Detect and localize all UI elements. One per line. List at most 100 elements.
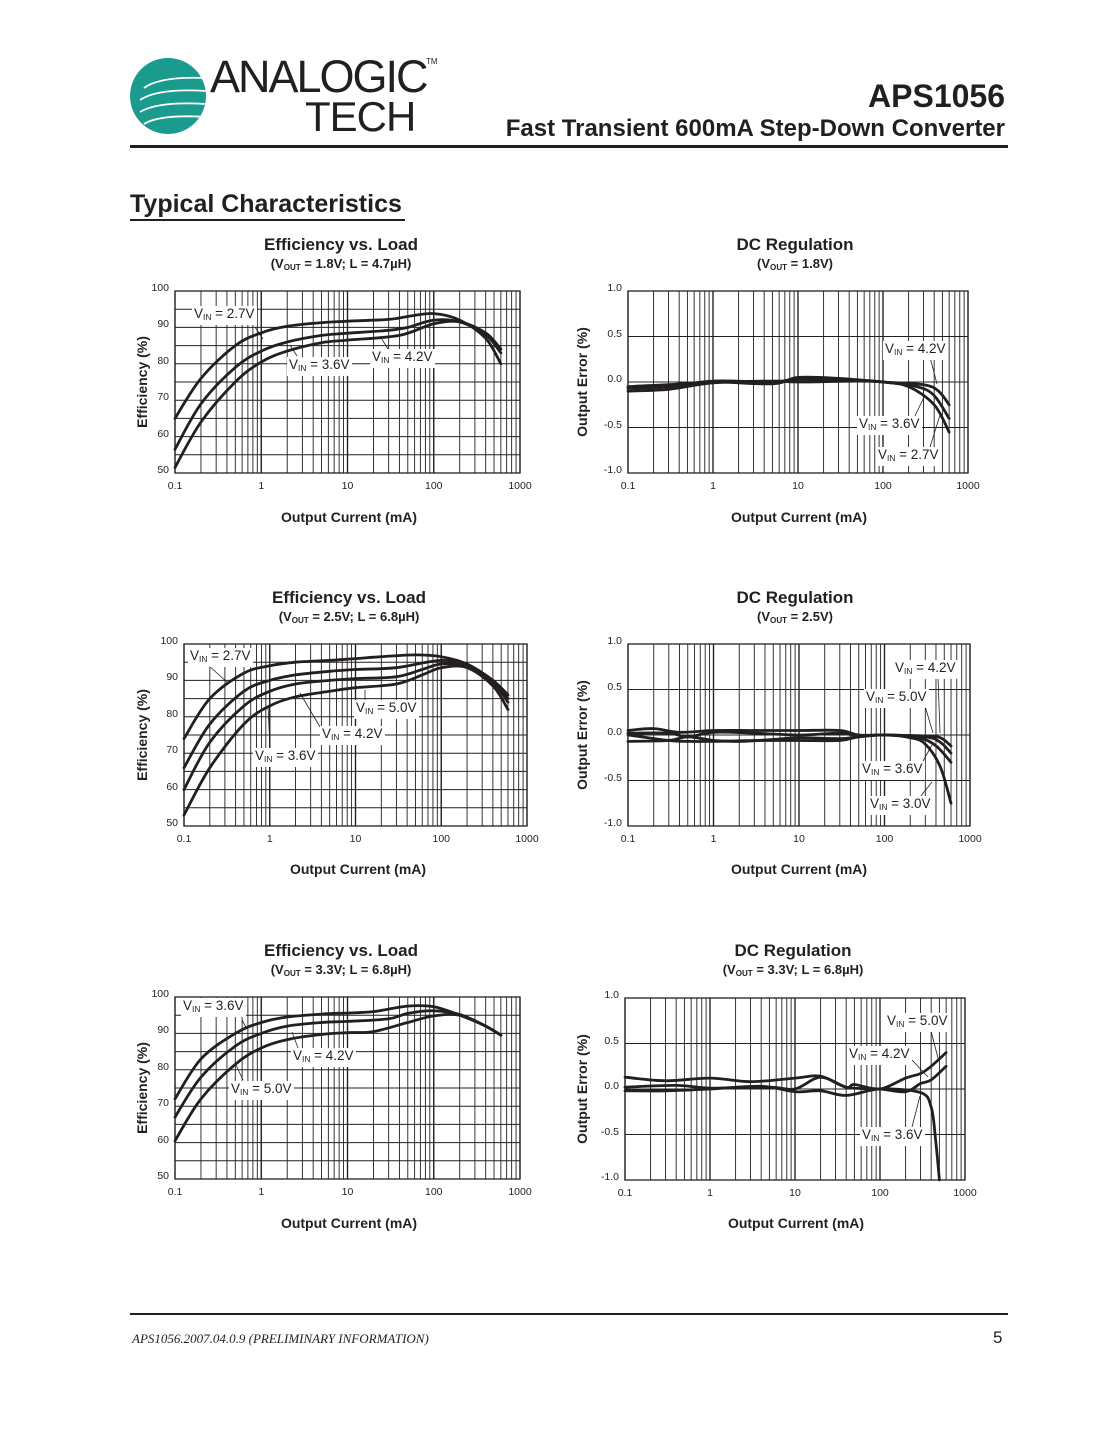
x-tick-label: 10 bbox=[792, 480, 804, 492]
y-tick-label: 70 bbox=[166, 744, 178, 757]
x-tick-label: 0.1 bbox=[167, 1186, 183, 1198]
series-label-sub: IN bbox=[875, 695, 884, 706]
y-tick-label: -0.5 bbox=[603, 771, 622, 784]
series-label-sub: IN bbox=[298, 363, 307, 374]
series-label-sub: IN bbox=[302, 1054, 311, 1065]
plot-border bbox=[174, 996, 521, 1180]
x-axis-label: Output Current (mA) bbox=[730, 861, 868, 877]
series-label-v: V bbox=[194, 306, 204, 321]
series-label-v: V bbox=[885, 341, 895, 356]
plot-border bbox=[624, 997, 966, 1181]
series-label: VIN = 2.7V bbox=[876, 447, 941, 467]
series-label-value: = 4.2V bbox=[310, 1048, 354, 1063]
y-tick-label: 100 bbox=[151, 282, 169, 294]
chart-title: Efficiency vs. Load bbox=[264, 235, 418, 254]
series-label-sub: IN bbox=[331, 732, 340, 743]
x-axis-label: Output Current (mA) bbox=[727, 1215, 865, 1231]
x-tick-label: 1 bbox=[266, 833, 273, 845]
leader-line bbox=[937, 675, 941, 734]
series-label-v: V bbox=[870, 796, 880, 811]
series-label: VIN = 4.2V bbox=[883, 341, 948, 361]
series-label-value: = 3.6V bbox=[200, 998, 244, 1013]
series-label: VIN = 4.2V bbox=[291, 1048, 356, 1068]
subtitle-sub: OUT bbox=[283, 969, 301, 978]
y-tick-label: 0.5 bbox=[607, 680, 622, 693]
series-label: VIN = 4.2V bbox=[370, 349, 435, 369]
x-tick-label: 0.1 bbox=[620, 480, 636, 492]
series-label-value: = 3.6V bbox=[879, 761, 923, 776]
y-tick-label: 1.0 bbox=[604, 989, 619, 1001]
series-label-value: = 3.6V bbox=[306, 357, 350, 372]
subtitle-post: = 2.5V; L = 6.8µH) bbox=[308, 609, 420, 624]
chart-title: Efficiency vs. Load bbox=[264, 941, 418, 960]
series-label: VIN = 4.2V bbox=[320, 726, 385, 746]
x-tick-label: 1000 bbox=[958, 833, 982, 845]
series-label-sub: IN bbox=[896, 1019, 905, 1030]
x-axis-label: Output Current (mA) bbox=[280, 1215, 418, 1231]
series-label-v: V bbox=[878, 447, 888, 462]
x-tick-label: 1000 bbox=[508, 480, 532, 492]
leader-line bbox=[267, 705, 271, 749]
series-label: VIN = 3.6V bbox=[860, 761, 925, 781]
x-tick-label: 0.1 bbox=[620, 833, 636, 845]
series-label: VIN = 3.0V bbox=[868, 796, 933, 816]
series-label-v: V bbox=[289, 357, 299, 372]
series-label: VIN = 3.6V bbox=[860, 1127, 925, 1147]
chart-subtitle: (VOUT = 1.8V) bbox=[757, 256, 833, 272]
y-tick-label: 0.5 bbox=[607, 327, 622, 340]
series-label-sub: IN bbox=[868, 422, 877, 433]
series-label-v: V bbox=[255, 748, 265, 763]
y-tick-label: 100 bbox=[151, 988, 169, 1000]
chart-subtitle: (VOUT = 2.5V) bbox=[757, 609, 833, 625]
leader-line bbox=[929, 414, 941, 448]
leader-line bbox=[930, 1030, 939, 1059]
y-tick-label: 80 bbox=[157, 1060, 169, 1073]
y-tick-label: -0.5 bbox=[600, 1125, 619, 1138]
leader-line bbox=[234, 1062, 244, 1081]
series-label: VIN = 5.0V bbox=[864, 689, 929, 709]
y-tick-label: 1.0 bbox=[607, 282, 622, 294]
document-title: Fast Transient 600mA Step-Down Converter bbox=[505, 115, 1005, 142]
series-label: VIN = 5.0V bbox=[354, 700, 419, 720]
series-label-sub: IN bbox=[365, 706, 374, 717]
plot-border bbox=[627, 290, 969, 474]
x-axis-label: Output Current (mA) bbox=[280, 509, 418, 525]
y-tick-label: 0.0 bbox=[607, 373, 622, 385]
x-tick-label: 100 bbox=[875, 833, 894, 845]
y-tick-label: 90 bbox=[166, 671, 178, 684]
logo-icon bbox=[130, 58, 206, 134]
subtitle-post: = 3.3V; L = 6.8µH) bbox=[300, 962, 412, 977]
series-line-4 bbox=[626, 733, 953, 805]
series-label-value: = 5.0V bbox=[248, 1081, 292, 1096]
y-tick-label: 90 bbox=[157, 1024, 169, 1037]
series-label-v: V bbox=[862, 1127, 872, 1142]
chart-title: DC Regulation bbox=[734, 941, 852, 960]
y-tick-label: 0.5 bbox=[604, 1034, 619, 1047]
y-tick-label: 0.0 bbox=[604, 1080, 619, 1092]
series-label-value: = 4.2V bbox=[902, 341, 946, 356]
y-tick-label: 60 bbox=[157, 1133, 169, 1146]
leader-line bbox=[919, 781, 933, 798]
x-tick-label: 100 bbox=[424, 1186, 443, 1198]
y-tick-label: 100 bbox=[160, 635, 178, 647]
series-label-sub: IN bbox=[199, 654, 208, 665]
subtitle-sub: OUT bbox=[770, 263, 788, 272]
plot-border bbox=[183, 643, 528, 827]
subtitle-pre: (V bbox=[757, 609, 771, 624]
series-line-2 bbox=[626, 377, 951, 420]
y-tick-label: 60 bbox=[166, 780, 178, 793]
y-tick-label: 60 bbox=[157, 427, 169, 440]
y-tick-label: -1.0 bbox=[603, 464, 622, 476]
series-label: VIN = 3.6V bbox=[181, 998, 246, 1018]
subtitle-sub: OUT bbox=[283, 263, 301, 272]
x-tick-label: 10 bbox=[341, 480, 354, 492]
series-label-v: V bbox=[183, 998, 193, 1013]
series-line-3 bbox=[623, 1084, 941, 1182]
plot-border bbox=[174, 290, 521, 474]
y-tick-label: 80 bbox=[157, 354, 169, 367]
series-label-sub: IN bbox=[887, 453, 896, 464]
logo-trademark: TM bbox=[426, 57, 438, 66]
series-label: VIN = 4.2V bbox=[893, 660, 958, 680]
